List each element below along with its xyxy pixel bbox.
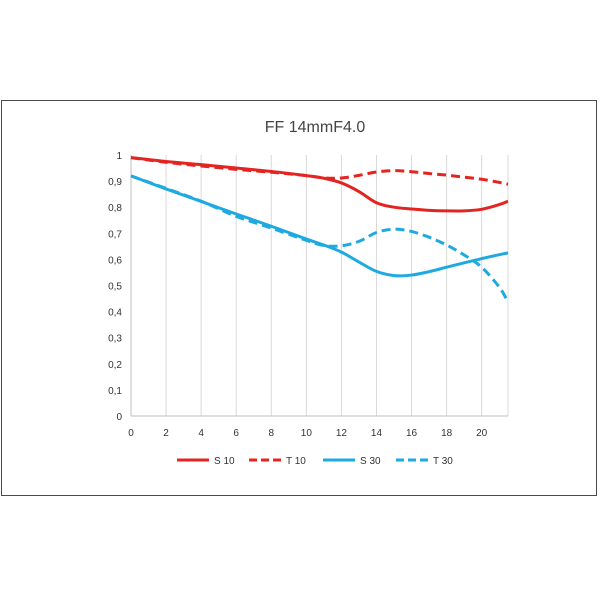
y-tick-label: 0,4: [108, 308, 122, 319]
chart-title: FF 14mmF4.0: [265, 119, 366, 136]
x-tick-label: 12: [336, 428, 348, 439]
legend-label-t30: T 30: [433, 456, 453, 467]
x-tick-label: 4: [198, 428, 204, 439]
x-tick-label: 8: [268, 428, 274, 439]
y-tick-label: 0,3: [108, 334, 122, 345]
axes: [130, 155, 508, 417]
y-tick-label: 0,7: [108, 229, 122, 240]
y-tick-label: 0,1: [108, 386, 122, 397]
legend: S 10 T 10 S 30 T 30: [177, 456, 453, 467]
x-tick-label: 0: [128, 428, 134, 439]
legend-label-t10: T 10: [286, 456, 306, 467]
chart-frame: [1, 100, 597, 496]
y-tick-label: 1: [116, 151, 122, 162]
x-tick-labels: 0 2 4 6 8 10 12 14 16 18 20: [128, 428, 487, 439]
series-lines: [130, 156, 510, 303]
y-tick-label: 0,9: [108, 177, 122, 188]
x-tick-label: 20: [476, 428, 488, 439]
y-tick-label: 0,6: [108, 255, 122, 266]
x-tick-label: 2: [163, 428, 169, 439]
y-tick-label: 0,8: [108, 203, 122, 214]
x-tick-label: 14: [371, 428, 383, 439]
series-line-t30: [130, 174, 510, 303]
x-tick-label: 10: [301, 428, 313, 439]
legend-label-s30: S 30: [360, 456, 381, 467]
series-line-t10: [130, 156, 509, 186]
legend-label-s10: S 10: [214, 456, 235, 467]
x-tick-label: 16: [406, 428, 418, 439]
x-tick-label: 6: [233, 428, 239, 439]
y-tick-label: 0,5: [108, 282, 122, 293]
grid-lines: [165, 155, 509, 416]
y-tick-labels: 0 0,1 0,2 0,3 0,4 0,5 0,6 0,7 0,8 0,9 1: [108, 151, 122, 423]
y-tick-label: 0: [116, 412, 122, 423]
series-line-s30: [130, 174, 509, 278]
y-tick-label: 0,2: [108, 360, 122, 371]
x-tick-label: 18: [441, 428, 453, 439]
